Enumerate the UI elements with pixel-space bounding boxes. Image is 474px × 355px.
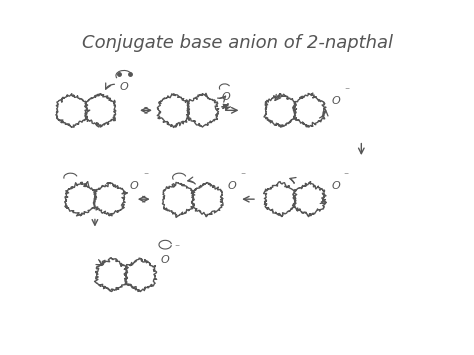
Text: O: O: [228, 181, 236, 191]
Text: O: O: [161, 255, 170, 265]
Text: ⁻: ⁻: [143, 172, 148, 182]
Text: O: O: [331, 96, 340, 106]
Text: O: O: [130, 181, 138, 191]
Text: ⁻: ⁻: [344, 172, 349, 182]
Text: O: O: [331, 181, 340, 191]
Text: Conjugate base anion of 2-napthal: Conjugate base anion of 2-napthal: [82, 34, 392, 53]
Text: O: O: [222, 92, 230, 102]
Text: ⁻: ⁻: [174, 243, 179, 253]
Text: O: O: [119, 82, 128, 92]
Text: ⁻: ⁻: [241, 172, 246, 182]
Text: ⁻: ⁻: [345, 86, 350, 96]
